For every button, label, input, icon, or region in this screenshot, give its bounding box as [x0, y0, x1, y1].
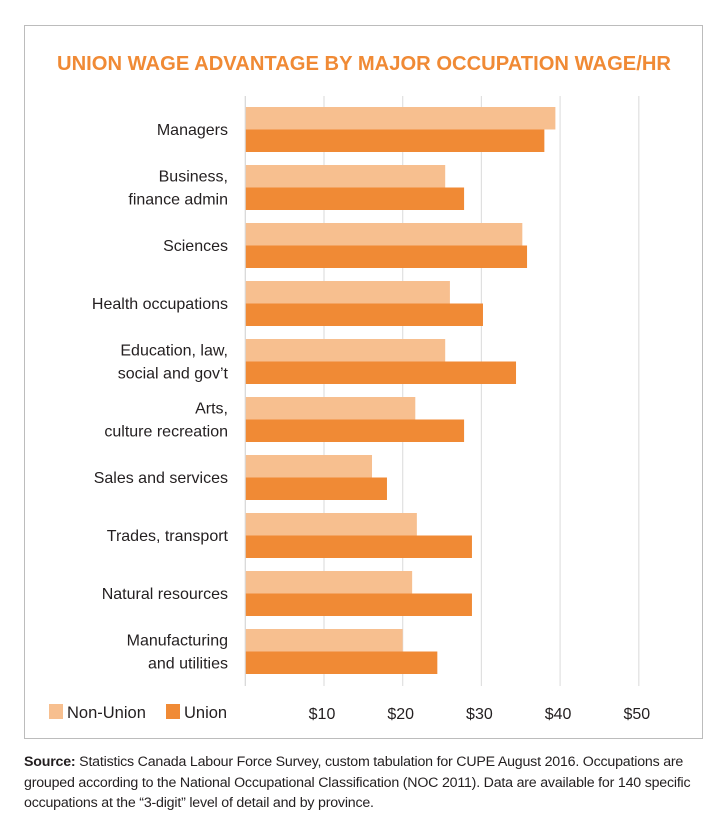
category-label: Health occupations	[92, 296, 228, 313]
legend-label: Union	[184, 704, 227, 722]
legend-label: Non-Union	[67, 704, 146, 722]
x-tick-label: $40	[545, 706, 572, 723]
category-label: Sciences	[163, 238, 228, 255]
category-label: Manufacturing	[127, 633, 228, 650]
category-label: Education, law,	[120, 343, 228, 360]
category-label: Trades, transport	[107, 528, 229, 545]
bar-union	[245, 593, 472, 616]
bar-non-union	[245, 513, 417, 536]
bar-non-union	[245, 455, 373, 478]
legend-swatch-union	[166, 704, 180, 719]
legend-swatch-non-union	[49, 704, 63, 719]
x-tick-label: $20	[387, 706, 414, 723]
category-label: and utilities	[148, 656, 228, 673]
category-label: Sales and services	[94, 470, 228, 487]
category-label: Arts,	[195, 401, 228, 418]
category-label: Natural resources	[102, 586, 228, 603]
x-tick-label: $50	[623, 706, 650, 723]
source-note: Source: Statistics Canada Labour Force S…	[24, 752, 708, 814]
bar-non-union	[245, 571, 413, 594]
bar-union	[245, 187, 465, 210]
category-label: Business,	[159, 169, 228, 186]
bar-union	[245, 651, 438, 674]
source-text: Statistics Canada Labour Force Survey, c…	[24, 754, 691, 811]
x-tick-label: $30	[466, 706, 493, 723]
bar-non-union	[245, 339, 446, 362]
bar-non-union	[245, 281, 450, 304]
bar-union	[245, 477, 387, 500]
bar-non-union	[245, 629, 403, 652]
category-label: social and gov’t	[118, 366, 229, 383]
category-label: culture recreation	[104, 424, 228, 441]
bar-non-union	[245, 223, 523, 246]
bar-non-union	[245, 107, 556, 130]
bar-non-union	[245, 165, 446, 188]
bar-union	[245, 419, 465, 442]
bar-union	[245, 361, 517, 384]
chart-title: UNION WAGE ADVANTAGE BY MAJOR OCCUPATION…	[57, 53, 672, 75]
bar-union	[245, 245, 528, 268]
category-label: finance admin	[128, 192, 228, 209]
bar-union	[245, 535, 472, 558]
category-label: Managers	[157, 122, 228, 139]
source-label: Source:	[24, 754, 76, 770]
x-tick-label: $10	[309, 706, 336, 723]
bar-non-union	[245, 397, 416, 420]
bar-union	[245, 303, 483, 326]
bar-union	[245, 129, 545, 152]
